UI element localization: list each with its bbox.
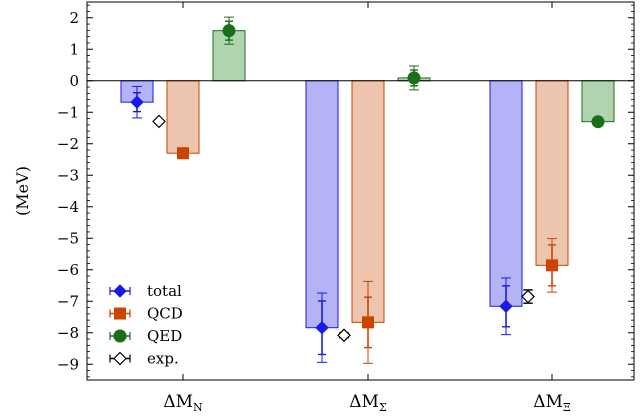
y-tick-label: −9 bbox=[57, 355, 79, 373]
legend-item-qcd: QCD bbox=[109, 305, 183, 323]
y-tick-label: −4 bbox=[57, 198, 79, 216]
legend-item-exp: exp. bbox=[109, 350, 179, 368]
point-exp bbox=[337, 328, 351, 343]
bar-total bbox=[489, 80, 523, 307]
point-qcd bbox=[546, 259, 558, 272]
point-qcd bbox=[362, 316, 374, 329]
x-axis: ΔMN ΔMΣ ΔMΞ bbox=[163, 2, 571, 414]
markers-layer bbox=[130, 24, 605, 343]
legend-item-qed: QED bbox=[109, 327, 182, 345]
y-tick-label: −1 bbox=[57, 103, 79, 121]
point-qcd bbox=[177, 147, 189, 160]
point-total bbox=[315, 321, 329, 335]
legend: total QCD QED exp. bbox=[109, 282, 183, 368]
y-axis: −9 −8 −7 −6 −5 −4 −3 −2 −1 0 1 2 bbox=[57, 4, 634, 378]
legend-item-total: total bbox=[109, 282, 182, 300]
bars-layer bbox=[120, 30, 615, 329]
x-category-label: ΔMΞ bbox=[533, 392, 571, 414]
point-total bbox=[499, 299, 513, 313]
legend-marker bbox=[113, 284, 127, 298]
y-tick-label: −3 bbox=[57, 166, 79, 184]
point-exp bbox=[152, 114, 166, 129]
legend-label: total bbox=[147, 282, 182, 300]
bar-total bbox=[305, 80, 339, 329]
y-tick-label: −6 bbox=[57, 261, 79, 279]
point-qed bbox=[222, 24, 236, 38]
point-total bbox=[130, 95, 144, 109]
bar-qcd bbox=[535, 80, 569, 266]
legend-marker bbox=[113, 329, 127, 343]
x-category-label: ΔMN bbox=[163, 392, 203, 414]
bar-qcd bbox=[166, 80, 200, 154]
y-tick-label: −2 bbox=[57, 135, 79, 153]
x-category-label: ΔMΣ bbox=[349, 392, 387, 414]
y-axis-title: (MeV) bbox=[13, 166, 32, 216]
y-tick-label: −5 bbox=[57, 229, 79, 247]
point-qed bbox=[591, 115, 605, 129]
legend-marker bbox=[113, 351, 127, 366]
legend-label: exp. bbox=[147, 350, 179, 368]
legend-label: QED bbox=[147, 327, 182, 345]
legend-label: QCD bbox=[147, 305, 183, 323]
y-tick-label: 0 bbox=[69, 72, 79, 90]
y-tick-label: −8 bbox=[57, 324, 79, 342]
plot-frame bbox=[86, 1, 635, 381]
y-tick-label: −7 bbox=[57, 292, 79, 310]
y-tick-label: 1 bbox=[69, 40, 79, 58]
legend-marker bbox=[114, 307, 126, 320]
point-qed bbox=[407, 71, 421, 85]
y-tick-label: 2 bbox=[69, 9, 79, 27]
point-exp bbox=[521, 289, 535, 304]
